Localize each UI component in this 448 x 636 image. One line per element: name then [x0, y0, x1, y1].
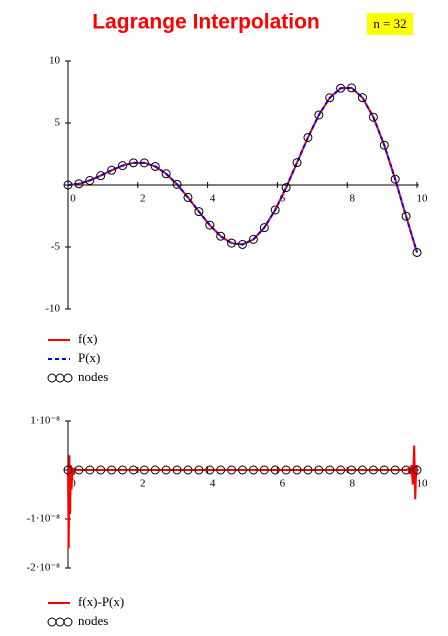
legend-label: f(x) — [78, 331, 98, 346]
node-marker — [139, 465, 149, 475]
node-marker — [401, 211, 411, 221]
node-marker — [314, 465, 324, 475]
node-marker — [259, 465, 269, 475]
node-marker — [357, 93, 367, 103]
node-marker — [368, 465, 378, 475]
node-marker — [412, 247, 422, 257]
node-marker — [150, 465, 160, 475]
node-marker — [379, 465, 389, 475]
node-marker — [205, 220, 215, 230]
x-tick-label: 10 — [417, 478, 429, 490]
node-marker — [194, 207, 204, 217]
legend-label: nodes — [78, 369, 108, 384]
series-line — [67, 445, 418, 549]
x-tick-label: 0 — [70, 478, 76, 490]
node-marker — [63, 465, 73, 475]
node-marker — [336, 83, 346, 93]
node-marker — [85, 175, 95, 185]
node-marker — [325, 93, 335, 103]
node-marker — [248, 465, 258, 475]
series-line — [67, 86, 418, 253]
node-marker — [128, 465, 138, 475]
x-tick-label: 6 — [280, 478, 286, 490]
y-tick-label: 10 — [49, 55, 61, 67]
y-tick-label: 1·10⁻⁸ — [30, 415, 60, 427]
node-marker — [172, 465, 182, 475]
x-tick-label: 6 — [280, 193, 286, 205]
y-tick-label: 5 — [55, 117, 61, 129]
node-marker — [270, 205, 280, 215]
node-marker — [281, 465, 291, 475]
legend-marker — [63, 373, 73, 383]
x-tick-label: 2 — [140, 193, 146, 205]
x-tick-label: 2 — [140, 478, 146, 490]
legend-marker — [63, 617, 73, 627]
node-marker — [96, 171, 106, 181]
node-marker — [194, 465, 204, 475]
node-marker — [161, 465, 171, 475]
node-marker — [74, 465, 84, 475]
node-marker — [139, 158, 149, 168]
node-marker — [347, 465, 357, 475]
node-marker — [128, 158, 138, 168]
node-marker — [85, 465, 95, 475]
node-marker — [401, 465, 411, 475]
y-tick-label: -5 — [51, 241, 61, 253]
legend-label: nodes — [78, 613, 108, 628]
node-marker — [74, 179, 84, 189]
node-marker — [96, 465, 106, 475]
node-marker — [183, 465, 193, 475]
node-marker — [368, 112, 378, 122]
node-marker — [259, 223, 269, 233]
node-marker — [107, 465, 117, 475]
node-marker — [150, 161, 160, 171]
node-marker — [118, 465, 128, 475]
node-marker — [281, 183, 291, 193]
annotation-box — [367, 13, 413, 35]
node-marker — [303, 465, 313, 475]
node-marker — [227, 238, 237, 248]
node-marker — [205, 465, 215, 475]
node-marker — [227, 465, 237, 475]
x-tick-label: 10 — [417, 193, 429, 205]
node-marker — [292, 158, 302, 168]
node-marker — [336, 465, 346, 475]
node-marker — [216, 465, 226, 475]
node-marker — [161, 169, 171, 179]
y-tick-label: -1·10⁻⁸ — [27, 513, 61, 525]
node-marker — [292, 465, 302, 475]
node-marker — [216, 231, 226, 241]
chart-title: Lagrange Interpolation — [92, 11, 320, 34]
x-tick-label: 8 — [349, 478, 355, 490]
node-marker — [183, 192, 193, 202]
x-tick-label: 0 — [70, 193, 76, 205]
node-marker — [390, 465, 400, 475]
node-marker — [357, 465, 367, 475]
y-tick-label: -10 — [45, 303, 60, 315]
node-marker — [118, 161, 128, 171]
node-marker — [379, 140, 389, 150]
node-marker — [238, 465, 247, 475]
y-tick-label: -2·10⁻⁸ — [27, 562, 61, 574]
legend-label: P(x) — [78, 350, 100, 365]
node-marker — [390, 174, 400, 184]
node-marker — [63, 180, 73, 190]
node-marker — [347, 83, 357, 93]
node-marker — [248, 234, 258, 244]
node-marker — [303, 132, 313, 142]
x-tick-label: 8 — [349, 193, 355, 205]
node-marker — [270, 465, 280, 475]
annotation: n = 32 — [373, 16, 406, 31]
node-marker — [107, 165, 117, 175]
node-marker — [172, 179, 182, 189]
node-marker — [314, 110, 324, 120]
node-marker — [238, 239, 247, 249]
x-tick-label: 4 — [210, 193, 216, 205]
node-marker — [412, 465, 422, 475]
node-marker — [325, 465, 335, 475]
legend-label: f(x)-P(x) — [78, 594, 124, 609]
x-tick-label: 4 — [210, 478, 216, 490]
